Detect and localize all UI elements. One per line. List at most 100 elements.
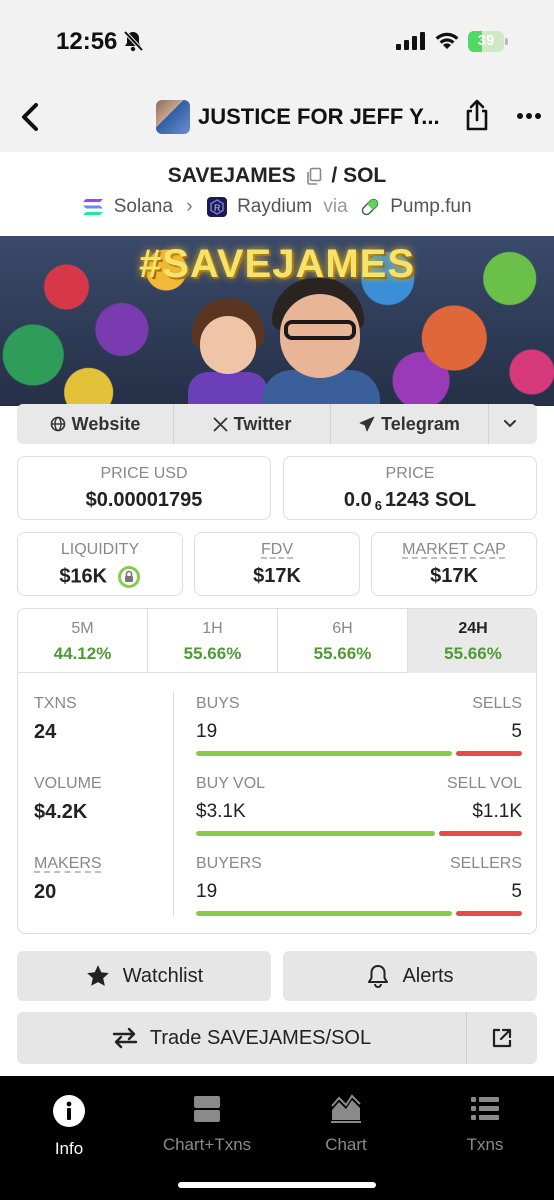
alerts-label: Alerts (402, 964, 454, 987)
token-avatar (156, 100, 190, 134)
home-indicator (178, 1182, 376, 1188)
social-links: Website Twitter Telegram (17, 404, 537, 444)
market-cap-label[interactable]: MARKET CAP (402, 541, 506, 558)
token-info-panel: SAVEJAMES / SOL Solana › R Raydium via (0, 152, 554, 1076)
swap-arrows-icon (112, 1027, 138, 1049)
tab-label: 6H (332, 620, 353, 637)
copy-icon[interactable] (306, 167, 322, 186)
pair-separator: / (331, 164, 338, 187)
tab-label: 1H (202, 620, 223, 637)
buys-sells-bar (196, 751, 522, 756)
market-cap-value: $17K (430, 565, 478, 587)
liquidity-label: LIQUIDITY (60, 541, 140, 558)
banner-child-figure (188, 298, 268, 406)
stats-divider (173, 691, 174, 917)
trade-button[interactable]: Trade SAVEJAMES/SOL (17, 1012, 467, 1064)
tab-5m[interactable]: 5M 44.12% (18, 609, 148, 673)
external-link-icon (492, 1028, 512, 1048)
txns-stat: TXNS 24 (34, 695, 174, 744)
fdv-label[interactable]: FDV (261, 541, 293, 558)
tab-change: 55.66% (313, 644, 372, 663)
globe-icon (50, 416, 65, 432)
buy-vol-value: $3.1K (196, 801, 246, 822)
buy-vol-label: BUY VOL (196, 775, 266, 792)
lock-icon[interactable] (117, 565, 141, 589)
volume-value: $4.2K (34, 801, 88, 823)
sell-vol-value: $1.1K (472, 801, 522, 822)
market-cap-card: MARKET CAP $17K (371, 532, 537, 596)
via-label: via (323, 196, 348, 217)
twitter-button[interactable]: Twitter (174, 404, 331, 444)
external-trade-button[interactable] (467, 1012, 537, 1064)
chain-name[interactable]: Solana (113, 196, 173, 217)
tab-chart-label: Chart (325, 1135, 367, 1154)
base-symbol: SAVEJAMES (167, 164, 296, 187)
telegram-icon (359, 416, 375, 432)
share-icon[interactable] (462, 98, 492, 132)
buyers-sellers-bar (196, 911, 522, 916)
volume-label: VOLUME (34, 775, 102, 792)
pair-header: SAVEJAMES / SOL (0, 164, 554, 188)
tab-change: 55.66% (444, 644, 502, 663)
launchpad-name[interactable]: Pump.fun (390, 196, 472, 217)
dex-name[interactable]: Raydium (237, 196, 313, 217)
makers-label[interactable]: MAKERS (34, 855, 102, 872)
bottom-tab-bar: Info Chart+Txns Chart Txns (0, 1076, 554, 1200)
raydium-icon: R (206, 197, 227, 217)
info-icon (53, 1095, 85, 1127)
txns-value: 24 (34, 721, 57, 743)
tab-chart[interactable]: Chart (277, 1094, 415, 1155)
tab-txns[interactable]: Txns (416, 1094, 554, 1155)
alerts-button[interactable]: Alerts (283, 951, 537, 1001)
website-label: Website (71, 413, 141, 434)
tab-info[interactable]: Info (0, 1094, 138, 1159)
tab-change: 44.12% (53, 644, 112, 663)
bell-muted-icon (123, 30, 144, 52)
liquidity-value: $16K (18, 565, 182, 589)
price-sol-value: 0.0 6 1243 SOL (343, 489, 477, 513)
star-icon (86, 965, 109, 986)
tab-6h[interactable]: 6H 55.66% (278, 609, 408, 673)
tab-1h[interactable]: 1H 55.66% (148, 609, 278, 673)
fdv-card: FDV $17K (194, 532, 360, 596)
buys-label: BUYS (196, 695, 240, 712)
token-banner-image: #SAVEJAMES (0, 236, 554, 406)
tab-chart-txns[interactable]: Chart+Txns (138, 1094, 276, 1155)
timeframe-tabs: 5M 44.12% 1H 55.66% 6H 55.66% 24H 55.66% (18, 609, 536, 673)
tab-chart-txns-label: Chart+Txns (162, 1135, 252, 1154)
tab-txns-label: Txns (466, 1135, 504, 1154)
buyers-value: 19 (196, 881, 218, 902)
trade-bar: Trade SAVEJAMES/SOL (17, 1012, 537, 1064)
volume-bar (196, 831, 522, 836)
watchlist-label: Watchlist (122, 964, 204, 987)
sell-vol-label: SELL VOL (446, 775, 522, 792)
more-options-icon[interactable] (516, 112, 542, 120)
sells-label: SELLS (472, 695, 522, 712)
zero-count-subscript: 6 (374, 498, 382, 513)
sells-value: 5 (511, 721, 522, 742)
split-view-icon (194, 1096, 220, 1122)
status-bar: 12:56 39 (0, 0, 554, 82)
more-links-dropdown[interactable] (489, 404, 537, 444)
telegram-button[interactable]: Telegram (331, 404, 489, 444)
makers-stat: MAKERS 20 (34, 855, 174, 904)
trade-label: Trade SAVEJAMES/SOL (149, 1026, 372, 1049)
price-usd-card: PRICE USD $0.00001795 (17, 456, 271, 520)
area-chart-icon (331, 1094, 361, 1123)
bell-icon (368, 965, 389, 988)
performance-panel: 5M 44.12% 1H 55.66% 6H 55.66% 24H 55.66%… (17, 608, 537, 934)
buyers-sellers-split: BUYERS SELLERS 19 5 (196, 855, 522, 916)
tab-label: 24H (458, 620, 488, 637)
tab-label: 5M (71, 620, 94, 637)
liquidity-card: LIQUIDITY $16K (17, 532, 183, 596)
tab-info-label: Info (54, 1139, 84, 1158)
banner-text: #SAVEJAMES (138, 242, 415, 286)
status-time: 12:56 (56, 28, 118, 55)
watchlist-button[interactable]: Watchlist (17, 951, 271, 1001)
price-usd-value: $0.00001795 (85, 489, 203, 511)
back-chevron-icon[interactable] (16, 100, 44, 134)
chevron-right-icon: › (186, 196, 193, 217)
list-icon (471, 1097, 499, 1120)
website-button[interactable]: Website (17, 404, 174, 444)
tab-24h[interactable]: 24H 55.66% (408, 609, 536, 673)
